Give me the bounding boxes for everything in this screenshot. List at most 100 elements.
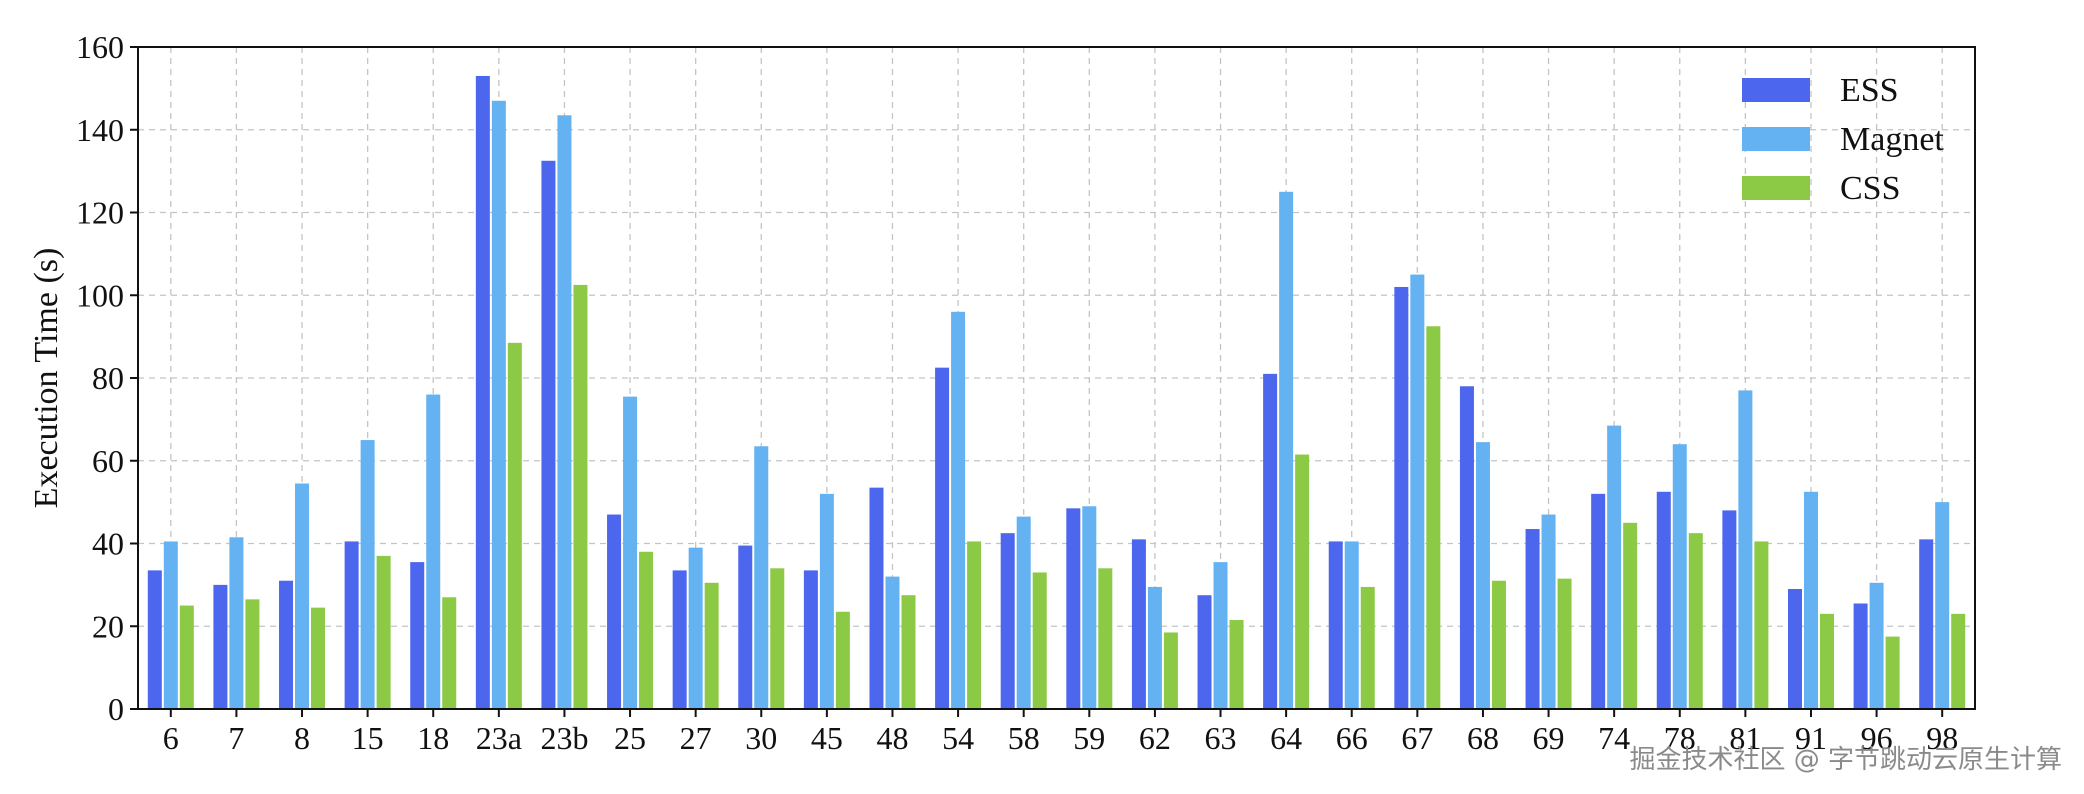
bar-ess-6 — [147, 570, 162, 709]
bar-ess-62 — [1131, 539, 1146, 709]
bar-ess-91 — [1787, 589, 1802, 709]
bar-css-91 — [1819, 613, 1834, 709]
bar-ess-66 — [1328, 541, 1343, 709]
bar-css-8 — [311, 607, 326, 709]
bar-ess-54 — [935, 367, 950, 709]
y-tick-label: 100 — [76, 277, 124, 313]
bar-ess-25 — [607, 514, 622, 709]
legend-label-ess: ESS — [1840, 72, 1899, 109]
x-tick-label: 23b — [540, 720, 588, 756]
x-tick-label: 59 — [1073, 720, 1105, 756]
x-tick-label: 96 — [1861, 720, 1893, 756]
legend-swatch-ess — [1742, 78, 1810, 102]
bar-css-27 — [704, 582, 719, 709]
bar-magnet-63 — [1213, 562, 1228, 709]
x-tick-label: 54 — [942, 720, 974, 756]
bar-css-81 — [1754, 541, 1769, 709]
bar-css-23a — [507, 342, 522, 709]
bar-css-18 — [442, 597, 457, 709]
bar-css-98 — [1951, 613, 1966, 709]
x-tick-label: 74 — [1598, 720, 1630, 756]
bar-magnet-74 — [1607, 425, 1622, 709]
bar-magnet-62 — [1147, 586, 1162, 709]
bar-ess-78 — [1656, 491, 1671, 709]
x-tick-label: 64 — [1270, 720, 1302, 756]
y-tick-label: 0 — [108, 691, 124, 727]
bar-ess-48 — [869, 487, 884, 709]
y-tick-label: 20 — [92, 608, 124, 644]
bar-magnet-27 — [688, 547, 703, 709]
bar-css-74 — [1623, 522, 1638, 709]
bar-magnet-78 — [1672, 444, 1687, 709]
bar-magnet-91 — [1803, 491, 1818, 709]
bars — [147, 75, 1966, 710]
x-tick-label: 27 — [680, 720, 712, 756]
bar-magnet-69 — [1541, 514, 1556, 709]
bar-magnet-6 — [163, 541, 178, 709]
x-tick-label: 91 — [1795, 720, 1827, 756]
bar-magnet-23a — [491, 100, 506, 710]
legend-label-magnet: Magnet — [1840, 121, 1944, 158]
bar-magnet-7 — [229, 537, 244, 709]
bar-ess-23a — [475, 75, 490, 709]
bar-css-64 — [1295, 454, 1310, 709]
bar-ess-68 — [1459, 386, 1474, 709]
bar-css-78 — [1688, 533, 1703, 709]
bar-ess-45 — [803, 570, 818, 709]
y-tick-label: 60 — [92, 443, 124, 479]
bar-css-58 — [1032, 572, 1047, 709]
bar-magnet-59 — [1082, 506, 1097, 709]
bar-ess-18 — [410, 562, 425, 709]
bar-css-6 — [179, 605, 194, 709]
bar-magnet-67 — [1410, 274, 1425, 709]
bar-magnet-18 — [426, 394, 441, 709]
bar-ess-69 — [1525, 529, 1540, 709]
bar-magnet-54 — [951, 311, 966, 709]
x-tick-label: 58 — [1008, 720, 1040, 756]
bar-ess-67 — [1394, 286, 1409, 709]
bar-css-30 — [770, 568, 785, 709]
x-tick-label: 48 — [876, 720, 908, 756]
y-axis-ticks: 0 20 40 60 80 100 120 140 160 — [76, 29, 138, 727]
bar-magnet-98 — [1935, 502, 1950, 709]
bar-ess-58 — [1000, 533, 1015, 709]
bar-magnet-64 — [1279, 191, 1294, 709]
legend-label-css: CSS — [1840, 170, 1901, 207]
bar-css-25 — [639, 551, 654, 709]
bar-ess-74 — [1591, 493, 1606, 709]
x-tick-label: 30 — [745, 720, 777, 756]
bar-magnet-45 — [819, 493, 834, 709]
bar-magnet-8 — [295, 483, 310, 709]
x-tick-label: 81 — [1729, 720, 1761, 756]
y-tick-label: 80 — [92, 360, 124, 396]
bar-ess-59 — [1066, 508, 1081, 709]
bar-ess-64 — [1263, 373, 1278, 709]
bar-magnet-15 — [360, 440, 375, 709]
bar-magnet-23b — [557, 115, 572, 710]
bar-ess-23b — [541, 160, 556, 709]
legend-swatch-css — [1742, 176, 1810, 200]
bar-css-23b — [573, 284, 588, 709]
bar-css-68 — [1491, 580, 1506, 709]
bar-ess-27 — [672, 570, 687, 709]
bar-magnet-66 — [1344, 541, 1359, 709]
bar-ess-81 — [1722, 510, 1737, 709]
bar-css-15 — [376, 555, 391, 709]
x-tick-label: 62 — [1139, 720, 1171, 756]
bar-ess-63 — [1197, 595, 1212, 709]
x-tick-label: 45 — [811, 720, 843, 756]
x-tick-label: 98 — [1926, 720, 1958, 756]
bar-css-45 — [835, 611, 850, 709]
bar-css-59 — [1098, 568, 1113, 709]
bar-css-7 — [245, 599, 260, 709]
y-tick-label: 160 — [76, 29, 124, 65]
bar-magnet-58 — [1016, 516, 1031, 709]
bar-magnet-68 — [1475, 442, 1490, 709]
y-tick-label: 120 — [76, 195, 124, 231]
bar-magnet-48 — [885, 576, 900, 709]
bar-css-48 — [901, 595, 916, 709]
bar-ess-30 — [738, 545, 753, 709]
x-tick-label: 6 — [163, 720, 179, 756]
y-axis-title: Execution Time (s) — [28, 248, 65, 509]
